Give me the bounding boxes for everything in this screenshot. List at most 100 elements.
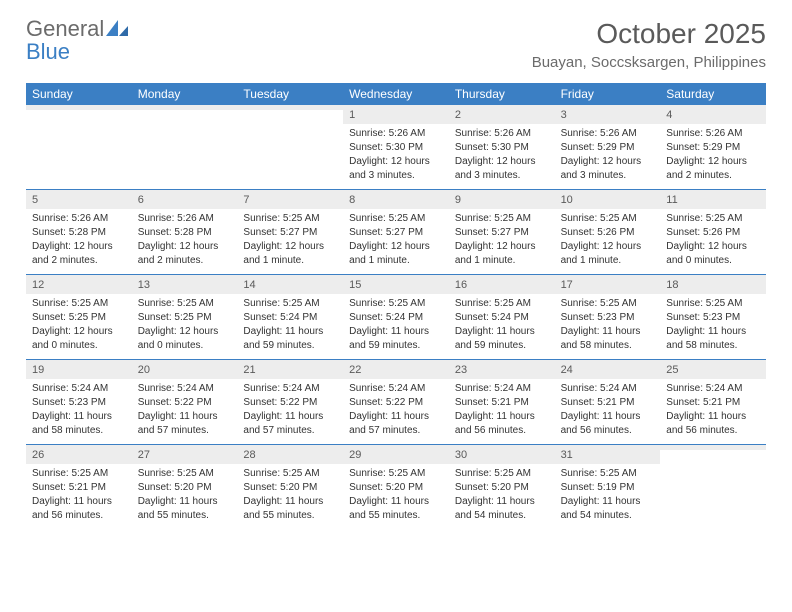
day-detail-line: and 1 minute. [243,254,337,267]
day-number: 20 [132,360,238,379]
day-detail-line: and 58 minutes. [561,339,655,352]
calendar-day: 31Sunrise: 5:25 AMSunset: 5:19 PMDayligh… [555,445,661,529]
day-number: 10 [555,190,661,209]
day-detail-line: Sunset: 5:21 PM [561,396,655,409]
day-detail-line: Sunset: 5:25 PM [138,311,232,324]
day-details: Sunrise: 5:24 AMSunset: 5:21 PMDaylight:… [555,379,661,442]
day-detail-line: Sunrise: 5:25 AM [561,212,655,225]
day-details: Sunrise: 5:25 AMSunset: 5:20 PMDaylight:… [343,464,449,527]
calendar-day: 9Sunrise: 5:25 AMSunset: 5:27 PMDaylight… [449,190,555,274]
day-detail-line: Sunset: 5:28 PM [138,226,232,239]
day-detail-line: Daylight: 11 hours [561,325,655,338]
day-detail-line: Sunrise: 5:26 AM [666,127,760,140]
day-details: Sunrise: 5:26 AMSunset: 5:30 PMDaylight:… [449,124,555,187]
page-header: General Blue October 2025 Buayan, Soccsk… [0,0,792,75]
logo-text-general: General [26,16,104,41]
day-detail-line: and 1 minute. [349,254,443,267]
calendar-day [237,105,343,189]
day-details: Sunrise: 5:25 AMSunset: 5:21 PMDaylight:… [26,464,132,527]
calendar-day: 29Sunrise: 5:25 AMSunset: 5:20 PMDayligh… [343,445,449,529]
day-detail-line: Sunrise: 5:25 AM [243,297,337,310]
day-detail-line: Sunset: 5:21 PM [32,481,126,494]
day-detail-line: Daylight: 12 hours [243,240,337,253]
day-detail-line: Daylight: 11 hours [455,410,549,423]
day-detail-line: Sunset: 5:30 PM [349,141,443,154]
day-details: Sunrise: 5:26 AMSunset: 5:29 PMDaylight:… [660,124,766,187]
day-number: 8 [343,190,449,209]
day-detail-line: Sunrise: 5:24 AM [32,382,126,395]
calendar-day: 28Sunrise: 5:25 AMSunset: 5:20 PMDayligh… [237,445,343,529]
day-detail-line: Daylight: 12 hours [138,325,232,338]
day-detail-line: Sunrise: 5:26 AM [32,212,126,225]
day-details: Sunrise: 5:24 AMSunset: 5:22 PMDaylight:… [132,379,238,442]
day-detail-line: Daylight: 11 hours [455,495,549,508]
day-detail-line: Sunrise: 5:25 AM [561,297,655,310]
weekday-header: Sunday [26,83,132,105]
title-block: October 2025 Buayan, Soccsksargen, Phili… [532,18,766,71]
day-details: Sunrise: 5:24 AMSunset: 5:21 PMDaylight:… [449,379,555,442]
logo-text-block: General Blue [26,18,128,64]
weekday-header: Monday [132,83,238,105]
day-number: 21 [237,360,343,379]
day-detail-line: Sunset: 5:29 PM [561,141,655,154]
day-detail-line: Sunrise: 5:25 AM [243,467,337,480]
day-detail-line: Sunset: 5:21 PM [666,396,760,409]
calendar-day: 3Sunrise: 5:26 AMSunset: 5:29 PMDaylight… [555,105,661,189]
day-number: 9 [449,190,555,209]
day-details: Sunrise: 5:26 AMSunset: 5:28 PMDaylight:… [132,209,238,272]
day-detail-line: Sunrise: 5:25 AM [349,297,443,310]
day-detail-line: Sunset: 5:21 PM [455,396,549,409]
day-detail-line: and 58 minutes. [666,339,760,352]
day-detail-line: and 1 minute. [455,254,549,267]
calendar-day: 18Sunrise: 5:25 AMSunset: 5:23 PMDayligh… [660,275,766,359]
day-detail-line: and 3 minutes. [349,169,443,182]
day-detail-line: and 55 minutes. [243,509,337,522]
logo: General Blue [26,18,128,64]
calendar: Sunday Monday Tuesday Wednesday Thursday… [0,75,792,529]
day-details: Sunrise: 5:24 AMSunset: 5:23 PMDaylight:… [26,379,132,442]
weekday-header: Friday [555,83,661,105]
day-detail-line: Sunrise: 5:26 AM [455,127,549,140]
day-detail-line: Sunset: 5:25 PM [32,311,126,324]
day-detail-line: Daylight: 12 hours [349,155,443,168]
day-detail-line: and 0 minutes. [666,254,760,267]
day-number: 14 [237,275,343,294]
day-number: 7 [237,190,343,209]
day-detail-line: Daylight: 12 hours [349,240,443,253]
calendar-week: 26Sunrise: 5:25 AMSunset: 5:21 PMDayligh… [26,444,766,529]
day-details: Sunrise: 5:25 AMSunset: 5:23 PMDaylight:… [660,294,766,357]
day-detail-line: Sunrise: 5:24 AM [666,382,760,395]
day-detail-line: Daylight: 11 hours [561,495,655,508]
day-detail-line: Daylight: 12 hours [666,155,760,168]
day-number: 19 [26,360,132,379]
day-detail-line: Daylight: 12 hours [455,240,549,253]
day-detail-line: Sunrise: 5:25 AM [561,467,655,480]
day-detail-line: Daylight: 11 hours [138,495,232,508]
day-details: Sunrise: 5:24 AMSunset: 5:22 PMDaylight:… [237,379,343,442]
day-detail-line: Sunset: 5:20 PM [455,481,549,494]
day-detail-line: Sunrise: 5:24 AM [243,382,337,395]
day-detail-line: and 54 minutes. [561,509,655,522]
day-detail-line: Sunrise: 5:24 AM [138,382,232,395]
day-detail-line: Sunset: 5:19 PM [561,481,655,494]
day-number: 25 [660,360,766,379]
day-details: Sunrise: 5:26 AMSunset: 5:30 PMDaylight:… [343,124,449,187]
calendar-week: 5Sunrise: 5:26 AMSunset: 5:28 PMDaylight… [26,189,766,274]
day-detail-line: Daylight: 11 hours [349,495,443,508]
day-detail-line: Sunset: 5:23 PM [32,396,126,409]
day-detail-line: and 56 minutes. [666,424,760,437]
day-detail-line: and 59 minutes. [349,339,443,352]
day-details: Sunrise: 5:26 AMSunset: 5:28 PMDaylight:… [26,209,132,272]
calendar-day [26,105,132,189]
day-detail-line: Sunset: 5:27 PM [455,226,549,239]
calendar-day: 17Sunrise: 5:25 AMSunset: 5:23 PMDayligh… [555,275,661,359]
day-details: Sunrise: 5:25 AMSunset: 5:20 PMDaylight:… [237,464,343,527]
day-detail-line: Daylight: 11 hours [243,495,337,508]
day-detail-line: Sunrise: 5:25 AM [138,297,232,310]
day-detail-line: Daylight: 11 hours [561,410,655,423]
day-detail-line: Daylight: 12 hours [666,240,760,253]
day-detail-line: and 3 minutes. [561,169,655,182]
calendar-day: 1Sunrise: 5:26 AMSunset: 5:30 PMDaylight… [343,105,449,189]
day-details: Sunrise: 5:25 AMSunset: 5:19 PMDaylight:… [555,464,661,527]
day-detail-line: Sunrise: 5:25 AM [349,212,443,225]
